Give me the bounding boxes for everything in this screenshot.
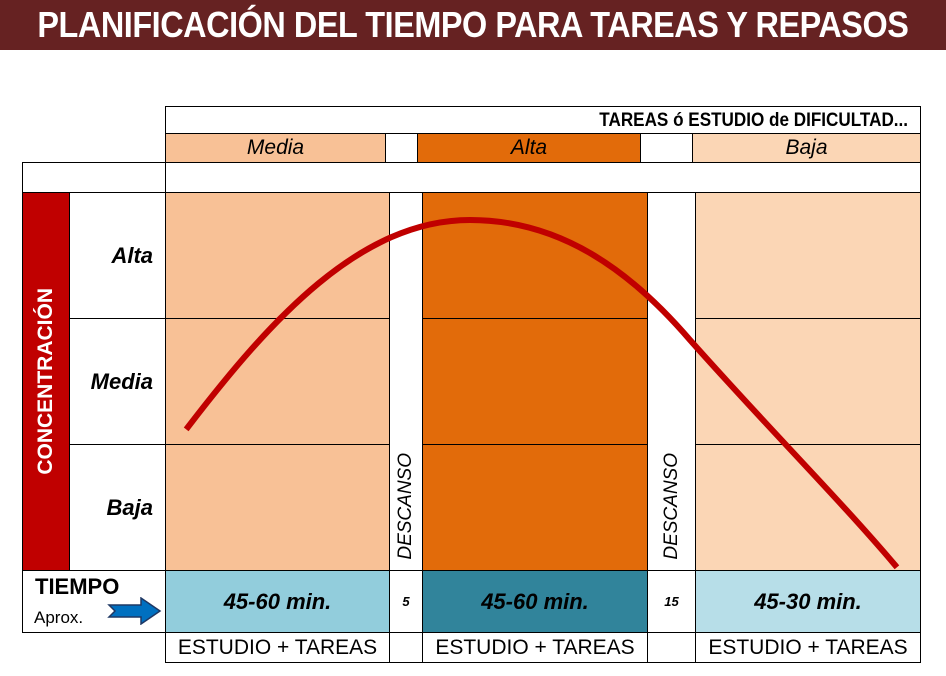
grid-cell bbox=[695, 318, 921, 445]
page-title-text: PLANIFICACIÓN DEL TIEMPO PARA TAREAS Y R… bbox=[37, 4, 909, 45]
time-value-3: 45-30 min. bbox=[695, 570, 921, 633]
time-title: TIEMPO bbox=[35, 574, 120, 599]
activity-gap-1 bbox=[389, 632, 423, 663]
activity-gap-2 bbox=[647, 632, 696, 663]
activity-2: ESTUDIO + TAREAS bbox=[422, 632, 648, 663]
activity-3: ESTUDIO + TAREAS bbox=[695, 632, 921, 663]
grid-cell bbox=[695, 192, 921, 319]
time-value-2: 45-60 min. bbox=[422, 570, 648, 633]
arrow-right-icon bbox=[107, 597, 162, 625]
grid-cell bbox=[422, 444, 648, 571]
grid-cell bbox=[422, 318, 648, 445]
break-minutes-1: 5 bbox=[389, 570, 423, 633]
time-row-label: TIEMPO Aprox. bbox=[22, 570, 166, 633]
concentration-axis: CONCENTRACIÓN bbox=[22, 192, 70, 571]
page-title: PLANIFICACIÓN DEL TIEMPO PARA TAREAS Y R… bbox=[0, 0, 946, 50]
break-column-2: DESCANSO bbox=[647, 192, 696, 571]
activity-1: ESTUDIO + TAREAS bbox=[165, 632, 390, 663]
time-subtitle: Aprox. bbox=[34, 608, 84, 627]
break-minutes-2: 15 bbox=[647, 570, 696, 633]
difficulty-label: TAREAS ó ESTUDIO de DIFICULTAD... bbox=[599, 110, 908, 131]
time-value-1: 45-60 min. bbox=[165, 570, 390, 633]
grid-cell bbox=[165, 318, 390, 445]
header-gap-1 bbox=[385, 133, 418, 163]
